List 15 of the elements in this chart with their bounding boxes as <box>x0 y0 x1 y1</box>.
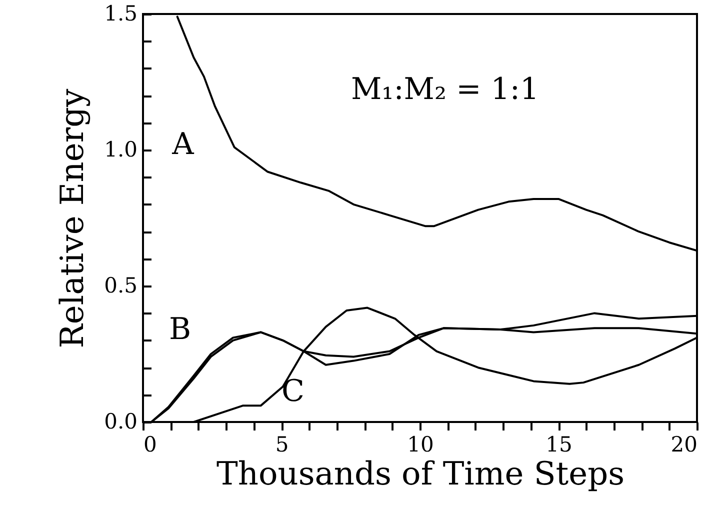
y-tick-label: 1.5 <box>104 2 138 26</box>
x-tick-label: 15 <box>546 432 572 456</box>
annotation: B <box>168 312 192 347</box>
annotation: M₁:M₂ = 1:1 <box>350 72 540 107</box>
x-tick-label: 10 <box>407 432 434 456</box>
x-tick-label: 5 <box>275 432 289 456</box>
x-axis-title: Thousands of Time Steps <box>216 454 624 492</box>
annotation: C <box>282 374 304 409</box>
y-tick-label: 0.5 <box>104 274 138 298</box>
y-tick-label: 0.0 <box>104 410 138 434</box>
annotation: A <box>171 127 194 162</box>
x-tick-label: 20 <box>670 432 698 456</box>
x-tick-label: 0 <box>144 432 157 456</box>
y-axis-title: Relative Energy <box>53 88 92 348</box>
y-tick-label: 1.0 <box>104 138 138 162</box>
